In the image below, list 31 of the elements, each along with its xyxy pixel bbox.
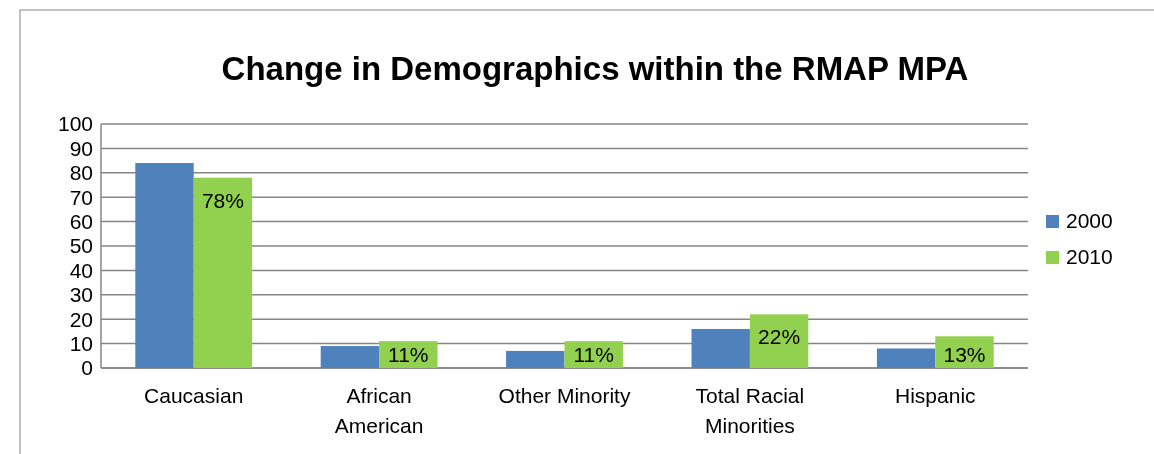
y-tick-label: 80 (69, 161, 93, 185)
y-tick-label: 70 (69, 185, 93, 209)
data-label: 13% (943, 343, 986, 366)
bar (135, 163, 194, 368)
data-label: 22% (758, 325, 801, 349)
bar (749, 314, 809, 368)
bar (193, 177, 253, 368)
y-tick-label: 30 (69, 283, 93, 307)
y-tick-label: 90 (69, 136, 93, 160)
bar (320, 346, 380, 368)
x-tick-label: Total Racial Minorities (695, 384, 805, 437)
bar (691, 328, 750, 368)
y-tick-label: 100 (57, 112, 93, 136)
bar (506, 350, 565, 368)
x-tick-label: African American (334, 384, 424, 437)
chart-title: Change in Demographics within the RMAP MPA (221, 50, 969, 87)
y-tick-label: 0 (81, 356, 93, 380)
data-label: 11% (573, 343, 614, 366)
data-label: 78% (201, 188, 244, 212)
x-tick-label: Hispanic (895, 384, 976, 407)
y-tick-label: 40 (69, 258, 93, 282)
legend-label: 2010 (1066, 245, 1113, 268)
y-tick-label: 20 (69, 307, 93, 331)
x-tick-label: Caucasian (144, 384, 244, 407)
y-tick-label: 60 (69, 209, 93, 233)
y-tick-label: 50 (69, 234, 93, 258)
legend-label: 2000 (1066, 209, 1113, 232)
y-tick-label: 10 (69, 331, 93, 355)
data-label: 11% (388, 343, 429, 366)
x-tick-label: Other Minority (498, 384, 631, 407)
bar (876, 348, 936, 368)
